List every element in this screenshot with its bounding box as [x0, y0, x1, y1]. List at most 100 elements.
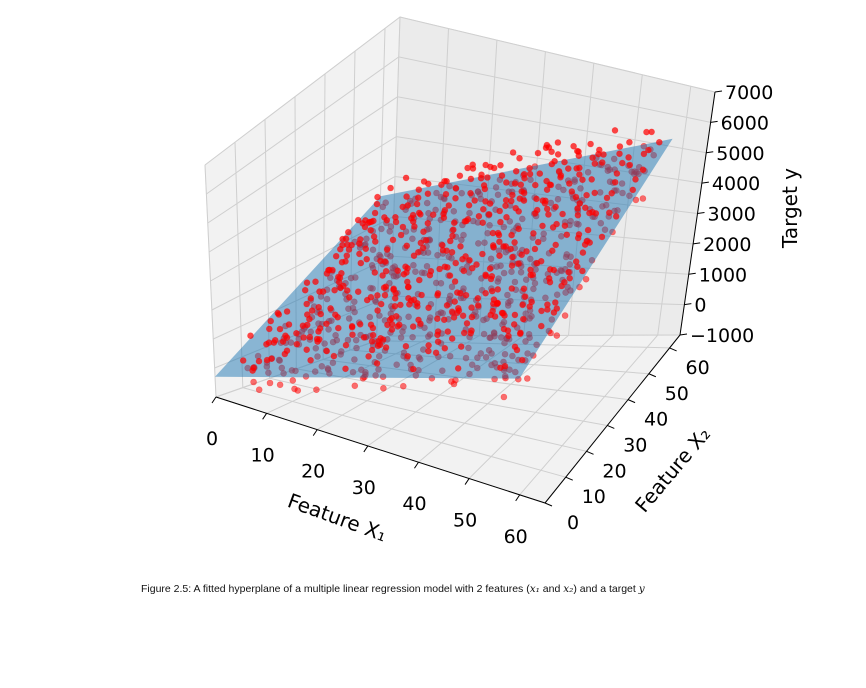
- scatter-point: [645, 146, 652, 154]
- scatter-point: [508, 285, 516, 292]
- scatter-point: [363, 255, 371, 263]
- scatter-point: [498, 172, 506, 179]
- scatter-point: [513, 346, 521, 354]
- scatter-point: [425, 347, 432, 355]
- scatter-point: [443, 302, 451, 309]
- scatter-point: [276, 325, 284, 333]
- scatter-point: [479, 206, 487, 213]
- scatter-point: [468, 264, 476, 272]
- scatter-point: [576, 171, 583, 178]
- scatter-point: [521, 293, 529, 300]
- scatter-point: [255, 386, 263, 394]
- scatter-point: [444, 328, 452, 335]
- scatter-point: [362, 245, 370, 253]
- scatter-point: [289, 377, 297, 384]
- scatter-point: [541, 200, 549, 207]
- scatter-point: [434, 328, 442, 335]
- scatter-point: [531, 245, 539, 253]
- x-tick-label: 20: [301, 461, 325, 483]
- scatter-point: [419, 244, 427, 252]
- scatter-point: [420, 228, 427, 235]
- caption-x2: x₂: [563, 583, 574, 595]
- scatter-point: [307, 356, 314, 364]
- scatter-point: [354, 288, 362, 296]
- x-axis-line: [215, 396, 546, 504]
- scatter-points-front: [239, 127, 663, 374]
- scatter-point: [511, 239, 518, 246]
- scatter-point: [528, 298, 536, 306]
- z-tick-label: 7000: [725, 82, 773, 104]
- scatter-point: [536, 170, 544, 177]
- scatter-point: [294, 387, 302, 394]
- scatter-point: [445, 202, 453, 209]
- scatter-point: [584, 226, 592, 234]
- scatter-point: [293, 329, 300, 337]
- scatter-point: [374, 307, 381, 314]
- scatter-point: [441, 344, 449, 352]
- scatter-point: [589, 154, 596, 161]
- scatter-point: [565, 268, 572, 276]
- scatter-point: [362, 217, 369, 224]
- scatter-point: [415, 276, 423, 284]
- y-tick-mark: [669, 347, 677, 352]
- scatter-point: [313, 386, 320, 394]
- scatter-point: [537, 257, 545, 265]
- scatter-point: [517, 181, 525, 188]
- scatter-point: [530, 230, 537, 237]
- scatter-point: [482, 271, 489, 279]
- scatter-point: [250, 378, 257, 386]
- y-tick-mark: [607, 425, 615, 429]
- scatter-point: [639, 195, 647, 202]
- scatter-point: [497, 218, 504, 226]
- z-tick-label: 5000: [716, 143, 764, 165]
- z-axis-title: Target y: [778, 168, 802, 249]
- scatter-point: [468, 313, 476, 321]
- fitted-hyperplane-layer: [215, 138, 673, 379]
- scatter-point: [390, 286, 397, 294]
- scatter-point: [629, 186, 637, 194]
- scatter-point: [339, 235, 346, 243]
- z-tick-mark: [693, 242, 701, 245]
- z-tick-mark: [688, 272, 696, 275]
- scatter-point: [315, 328, 322, 335]
- scatter-point: [433, 315, 441, 323]
- scatter-point: [303, 346, 311, 354]
- z-tick-label: 0: [694, 295, 706, 317]
- scatter-point: [367, 227, 375, 234]
- scatter-point: [534, 238, 542, 246]
- z-tick-label: 1000: [699, 264, 747, 286]
- scatter-point: [407, 215, 415, 222]
- scatter-point: [441, 263, 449, 271]
- scatter-point: [434, 291, 441, 299]
- scatter-point: [417, 239, 425, 247]
- fitted-plane: [215, 138, 673, 379]
- scatter-point: [457, 243, 464, 250]
- scatter-point: [626, 139, 633, 146]
- scatter-point: [323, 320, 330, 328]
- y-tick-mark: [627, 399, 636, 404]
- scatter-point: [402, 342, 410, 350]
- scatter-point: [389, 236, 397, 244]
- scatter-point: [568, 188, 576, 195]
- scatter-point: [356, 236, 364, 243]
- scatter-point: [503, 213, 510, 221]
- scatter-point: [464, 164, 471, 172]
- scatter-point: [520, 197, 528, 204]
- scatter-point: [479, 250, 486, 258]
- scatter-point: [501, 312, 508, 319]
- scatter-point: [348, 241, 355, 249]
- scatter-point: [306, 333, 314, 341]
- scatter-point: [460, 267, 468, 275]
- scatter-point: [446, 237, 454, 245]
- scatter-point: [583, 237, 591, 245]
- scatter-point: [395, 321, 403, 329]
- scatter-point: [301, 286, 309, 294]
- scatter-point: [551, 158, 558, 165]
- scatter-point: [564, 165, 572, 172]
- z-grid-line: [204, 16, 716, 166]
- scatter-point: [639, 166, 647, 173]
- scatter-point: [496, 207, 504, 215]
- x-tick-mark: [464, 478, 470, 485]
- x-tick-mark: [312, 429, 318, 436]
